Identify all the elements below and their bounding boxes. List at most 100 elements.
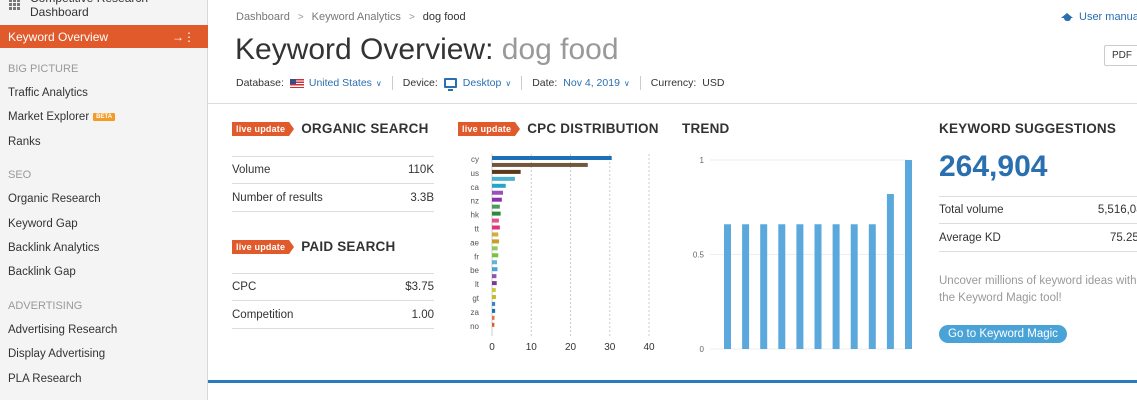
category-label: ae: [470, 238, 479, 247]
x-tick-label: 0: [489, 342, 495, 353]
organic-volume-row: Volume 110K: [232, 156, 434, 184]
sidebar-item-market-explorer[interactable]: Market Explorer BETA: [8, 111, 116, 123]
grid-icon: [9, 0, 20, 10]
cpc-bar[interactable]: [492, 162, 588, 167]
desktop-icon: [443, 78, 457, 91]
metric-value: 3.3B: [410, 191, 434, 204]
cpc-bar[interactable]: [492, 225, 500, 230]
breadcrumb-dashboard[interactable]: Dashboard: [236, 11, 290, 23]
trend-bar[interactable]: [886, 194, 894, 349]
trend-bar[interactable]: [832, 224, 840, 349]
cpc-bar[interactable]: [492, 232, 499, 237]
trend-bar[interactable]: [742, 224, 750, 349]
cpc-bar[interactable]: [492, 253, 499, 258]
metric-label: Volume: [232, 164, 271, 176]
cpc-bar[interactable]: [492, 218, 499, 223]
sidebar-item-label: Organic Research: [8, 193, 101, 205]
sidebar-item-backlink-analytics[interactable]: Backlink Analytics: [8, 242, 99, 254]
sidebar: Competitive Research Dashboard Keyword O…: [0, 0, 208, 400]
y-tick-label: 0: [700, 345, 705, 354]
category-label: be: [470, 266, 479, 275]
divider: [639, 76, 641, 90]
cpc-bar[interactable]: [492, 211, 501, 216]
sidebar-item-keyword-overview[interactable]: Keyword Overview →⋮: [0, 25, 208, 48]
metric-value: 75.25%: [1109, 231, 1137, 244]
category-label: cy: [471, 155, 479, 164]
cpc-bar[interactable]: [492, 301, 496, 306]
date-select[interactable]: Nov 4, 2019 ∨: [563, 77, 629, 89]
trend-bar[interactable]: [796, 224, 804, 349]
database-value: United States: [308, 77, 372, 89]
sidebar-item-label: Backlink Gap: [8, 266, 76, 278]
graduation-cap-icon: [1061, 12, 1074, 22]
collapse-arrow-icon[interactable]: →⋮: [172, 29, 195, 44]
cpc-bar[interactable]: [492, 176, 515, 181]
cpc-bar[interactable]: [492, 322, 495, 327]
keyword-suggestions-title: KEYWORD SUGGESTIONS: [939, 121, 1117, 136]
cpc-bar[interactable]: [492, 169, 521, 174]
cpc-bar[interactable]: [492, 239, 500, 244]
breadcrumb-keyword-analytics[interactable]: Keyword Analytics: [311, 11, 401, 23]
cpc-bar[interactable]: [492, 288, 496, 293]
keyword-suggestions-count[interactable]: 264,904: [939, 150, 1048, 183]
sidebar-group-advertising: ADVERTISING: [8, 300, 83, 312]
live-update-badge: live update: [458, 121, 521, 136]
device-select[interactable]: Desktop ∨: [443, 77, 511, 91]
go-to-keyword-magic-button[interactable]: Go to Keyword Magic: [939, 325, 1067, 343]
cpc-distribution-header: live update CPC DISTRIBUTION: [458, 121, 659, 136]
sidebar-item-ranks[interactable]: Ranks: [8, 136, 41, 148]
promo-line: Uncover millions of keyword ideas with: [939, 275, 1137, 287]
y-tick-label: 0.5: [693, 251, 705, 260]
x-tick-label: 30: [604, 342, 616, 353]
paid-search-header: live update PAID SEARCH: [232, 239, 395, 254]
paid-search-title: PAID SEARCH: [301, 239, 396, 254]
trend-bar[interactable]: [814, 224, 822, 349]
sidebar-item-traffic-analytics[interactable]: Traffic Analytics: [8, 87, 88, 99]
metric-value: 5,516,080: [1097, 204, 1137, 216]
trend-bar[interactable]: [778, 224, 786, 349]
sidebar-item-backlink-gap[interactable]: Backlink Gap: [8, 266, 76, 278]
trend-bar[interactable]: [905, 160, 912, 349]
currency-label: Currency:: [650, 77, 697, 89]
cpc-bar[interactable]: [492, 267, 498, 272]
trend-bar[interactable]: [868, 224, 876, 349]
chevron-right-icon: >: [408, 11, 415, 23]
pdf-button[interactable]: PDF: [1104, 45, 1137, 66]
trend-title: TREND: [682, 121, 730, 136]
cpc-bar[interactable]: [492, 197, 502, 202]
sidebar-item-label: Traffic Analytics: [8, 87, 88, 99]
keyword-magic-promo: Uncover millions of keyword ideas with t…: [939, 273, 1137, 307]
sidebar-dashboard-link[interactable]: Competitive Research Dashboard: [0, 0, 207, 19]
sidebar-item-keyword-gap[interactable]: Keyword Gap: [8, 218, 78, 230]
cpc-bar[interactable]: [492, 246, 498, 251]
cpc-bar[interactable]: [492, 183, 506, 188]
database-select[interactable]: United States ∨: [289, 77, 382, 89]
category-label: gt: [472, 294, 479, 303]
trend-bar[interactable]: [724, 224, 731, 349]
sidebar-group-seo: SEO: [8, 169, 32, 181]
cpc-bar[interactable]: [492, 190, 503, 195]
category-label: tt: [475, 225, 480, 234]
promo-line: the Keyword Magic tool!: [939, 292, 1062, 304]
sidebar-item-display-advertising[interactable]: Display Advertising: [8, 348, 105, 360]
sidebar-item-pla-research[interactable]: PLA Research: [8, 373, 82, 385]
cpc-bar[interactable]: [492, 315, 495, 320]
cpc-bar[interactable]: [492, 156, 612, 160]
cpc-bar[interactable]: [492, 274, 497, 279]
category-label: nz: [471, 197, 479, 206]
cpc-bar[interactable]: [492, 308, 496, 313]
divider: [521, 76, 523, 90]
trend-chart: 00.51: [693, 156, 912, 354]
cpc-bar[interactable]: [492, 204, 500, 209]
chevron-down-icon: ∨: [375, 78, 382, 88]
metric-label: Number of results: [232, 191, 323, 204]
user-manual-link[interactable]: User manual: [1061, 11, 1137, 23]
trend-bar[interactable]: [760, 224, 768, 349]
metric-label: CPC: [232, 281, 257, 293]
sidebar-item-advertising-research[interactable]: Advertising Research: [8, 324, 117, 336]
trend-bar[interactable]: [850, 224, 858, 349]
cpc-bar[interactable]: [492, 281, 497, 286]
cpc-bar[interactable]: [492, 260, 498, 265]
cpc-bar[interactable]: [492, 295, 496, 299]
sidebar-item-organic-research[interactable]: Organic Research: [8, 193, 101, 205]
